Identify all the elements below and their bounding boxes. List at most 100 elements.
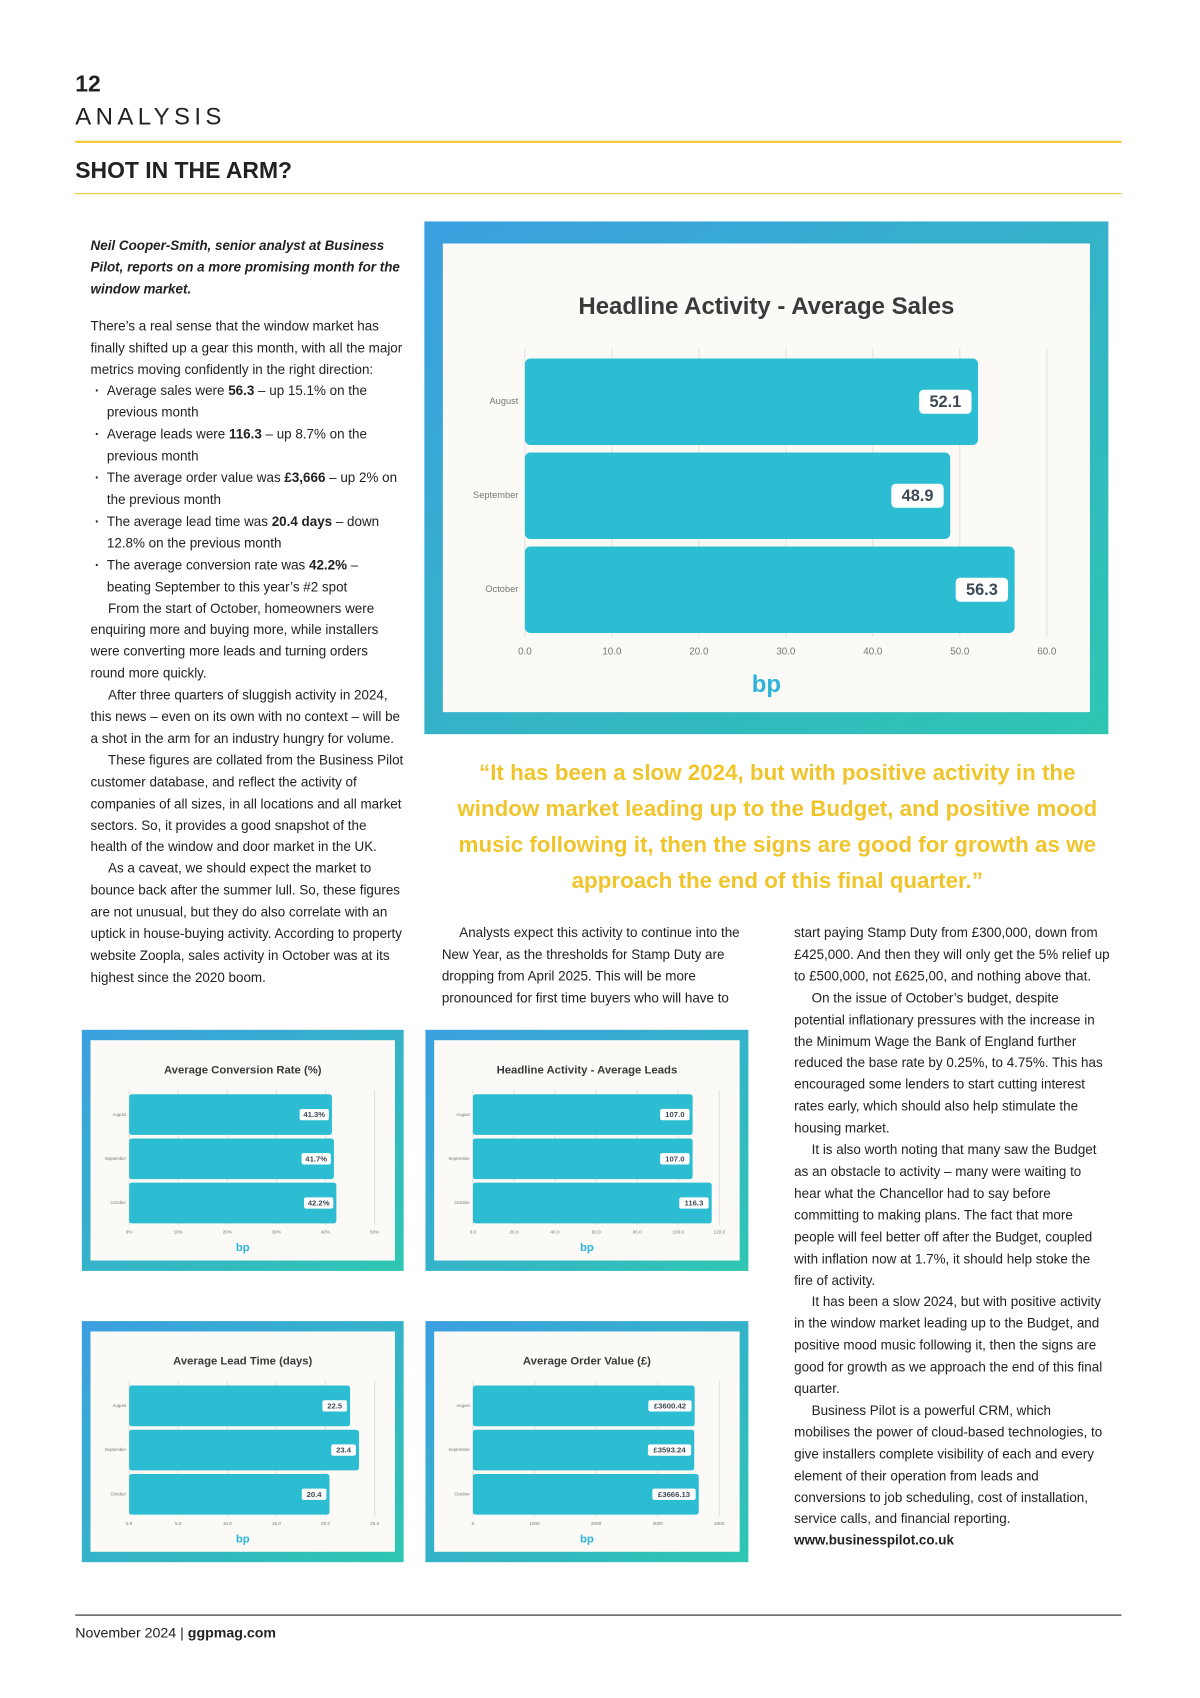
bullet: Average leads were 116.3 – up 8.7% on th… bbox=[91, 425, 404, 468]
value-label: £3600.42 bbox=[654, 1401, 686, 1410]
bullet: The average conversion rate was 42.2% – … bbox=[91, 555, 404, 598]
headline: SHOT IN THE ARM? bbox=[75, 158, 293, 184]
x-tick-label: 15.0 bbox=[272, 1521, 281, 1526]
category-label: August bbox=[456, 1112, 470, 1117]
x-tick-label: 40% bbox=[321, 1230, 330, 1235]
value-label: 23.4 bbox=[336, 1446, 352, 1455]
chart-title: Average Lead Time (days) bbox=[173, 1356, 312, 1368]
right-column: start paying Stamp Duty from £300,000, d… bbox=[794, 923, 1110, 1553]
logo: bp bbox=[580, 1242, 594, 1254]
bar bbox=[129, 1429, 359, 1471]
x-tick-label: 60.0 bbox=[592, 1230, 601, 1235]
bullet-text: Average leads were bbox=[106, 426, 229, 443]
footer-date: November 2024 bbox=[75, 1624, 177, 1641]
value-label-bg bbox=[301, 1153, 331, 1165]
x-tick-label: 0.0 bbox=[126, 1521, 133, 1526]
bullet-text: The average lead time was bbox=[106, 513, 272, 529]
paragraph: On the issue of October’s budget, despit… bbox=[794, 990, 1103, 1136]
bullet-text: – down 12.8% on the previous month bbox=[106, 513, 380, 551]
value-label-bg bbox=[299, 1108, 329, 1121]
x-tick-label: 40.0 bbox=[551, 1230, 560, 1235]
value-label-bg bbox=[304, 1197, 334, 1209]
x-tick-label: 30% bbox=[272, 1230, 281, 1235]
category-label: September bbox=[449, 1156, 471, 1161]
footer-site: ggpmag.com bbox=[187, 1624, 277, 1641]
paragraph: From the start of October, homeowners we… bbox=[90, 600, 379, 681]
bar bbox=[129, 1094, 332, 1135]
bar bbox=[129, 1473, 330, 1515]
bullet: The average order value was £3,666 – up … bbox=[91, 468, 404, 511]
bullet-text: – beating September to this year’s #2 sp… bbox=[106, 557, 359, 595]
x-tick-label: 3000 bbox=[653, 1521, 664, 1526]
x-tick-label: 10% bbox=[174, 1230, 183, 1235]
x-tick-label: 30.0 bbox=[776, 647, 796, 658]
value-label: 116.3 bbox=[684, 1199, 704, 1208]
paragraph: After three quarters of sluggish activit… bbox=[90, 687, 401, 747]
bar bbox=[129, 1182, 337, 1224]
category-label: September bbox=[449, 1447, 471, 1452]
footer-separator: | bbox=[180, 1624, 184, 1641]
x-tick-label: 20.0 bbox=[321, 1521, 330, 1526]
category-label: September bbox=[105, 1156, 127, 1161]
bar bbox=[472, 1473, 699, 1515]
value-label-bg bbox=[647, 1444, 692, 1456]
value-label: 52.1 bbox=[929, 393, 961, 411]
value-label: 41.3% bbox=[303, 1110, 325, 1119]
category-label: October bbox=[111, 1200, 127, 1205]
chart-title: Headline Activity - Average Sales bbox=[578, 293, 954, 320]
bar bbox=[524, 452, 951, 540]
bullet: Average sales were 56.3 – up 15.1% on th… bbox=[91, 381, 404, 424]
x-tick-label: 20.0 bbox=[509, 1230, 518, 1235]
value-label: 20.4 bbox=[307, 1490, 323, 1499]
x-tick-label: 25.0 bbox=[370, 1521, 379, 1526]
left-column: Neil Cooper-Smith, senior analyst at Bus… bbox=[91, 236, 404, 990]
x-tick-label: 80.0 bbox=[633, 1230, 642, 1235]
rule bbox=[75, 193, 1122, 195]
x-tick-label: 40.0 bbox=[863, 647, 883, 658]
x-tick-label: 120.0 bbox=[714, 1230, 726, 1235]
bullet: The average lead time was 20.4 days – do… bbox=[91, 511, 404, 554]
logo: bp bbox=[580, 1533, 594, 1545]
url: www.businesspilot.co.uk bbox=[794, 1533, 954, 1549]
value-label-bg bbox=[648, 1400, 692, 1412]
paragraph: These figures are collated from the Busi… bbox=[90, 752, 404, 855]
bullet-text: The average order value was bbox=[106, 470, 285, 486]
x-tick-label: 60.0 bbox=[1037, 647, 1057, 658]
value-label-bg bbox=[322, 1400, 348, 1412]
value-label-bg bbox=[919, 389, 972, 414]
logo: bp bbox=[236, 1242, 250, 1254]
bar bbox=[472, 1429, 695, 1471]
paragraph: It is also worth noting that many saw th… bbox=[794, 1142, 1097, 1288]
footer: November 2024 | ggpmag.com bbox=[75, 1624, 276, 1640]
x-tick-label: 50.0 bbox=[950, 647, 970, 658]
chart-title: Average Order Value (£) bbox=[523, 1356, 651, 1368]
bullet-text: The average conversion rate was bbox=[106, 557, 309, 573]
value-label: 48.9 bbox=[902, 487, 934, 505]
bar bbox=[472, 1182, 712, 1224]
paragraph: It has been a slow 2024, but with positi… bbox=[794, 1294, 1103, 1397]
middle-column: Analysts expect this activity to continu… bbox=[442, 923, 755, 1010]
value-label: 22.5 bbox=[327, 1401, 343, 1410]
bullet-text: Average sales were bbox=[106, 383, 229, 399]
value-label-bg bbox=[955, 577, 1009, 602]
chart-title: Headline Activity - Average Leads bbox=[497, 1064, 678, 1076]
x-tick-label: 20.0 bbox=[689, 647, 709, 658]
bar bbox=[472, 1385, 695, 1427]
bar bbox=[129, 1138, 334, 1180]
x-tick-label: 10.0 bbox=[223, 1521, 232, 1526]
category-label: August bbox=[490, 396, 519, 406]
category-label: October bbox=[454, 1200, 470, 1205]
bar bbox=[472, 1138, 693, 1180]
logo: bp bbox=[236, 1533, 250, 1545]
category-label: August bbox=[112, 1403, 126, 1408]
pull-quote: “It has been a slow 2024, but with posit… bbox=[457, 760, 1098, 894]
bullet-text: 20.4 days bbox=[271, 513, 333, 529]
x-tick-label: 2000 bbox=[591, 1521, 602, 1526]
value-label-bg bbox=[301, 1488, 327, 1500]
bar bbox=[524, 546, 1015, 634]
category-label: September bbox=[473, 490, 518, 500]
x-tick-label: 4000 bbox=[714, 1521, 725, 1526]
value-label-bg bbox=[331, 1444, 356, 1456]
